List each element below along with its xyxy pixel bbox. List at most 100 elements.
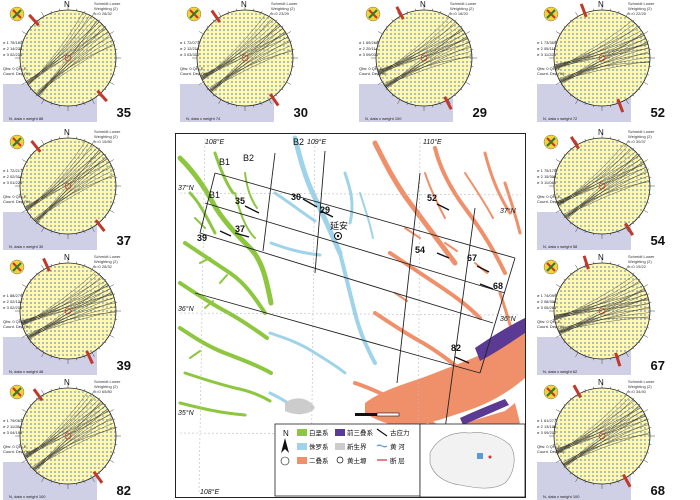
stress-arrow-icon	[32, 388, 44, 402]
sigma-1-row: σ 1 61/277	[537, 418, 557, 423]
projection-info: Schmidt Lower Weighting (2) n=0 15/80	[94, 129, 132, 144]
projection-title: Schmidt Lower	[450, 1, 477, 6]
north-label: N	[64, 0, 70, 9]
lon-label-108-top: 108°E	[205, 138, 224, 146]
count-label: Count. Dev (%)	[537, 71, 565, 76]
qfw-label: Qfw: 0 QR: E	[3, 444, 27, 449]
sigma-2-row: σ 2 12/218	[180, 46, 200, 51]
data-weight-label: N, data x weight 62	[543, 369, 578, 374]
site-number: 54	[650, 233, 665, 248]
data-weight-label: N, data x weight 100	[9, 494, 46, 499]
sigma-marker	[64, 432, 72, 440]
quality-info: Qfw: 0 QR: E Count. Dev (%)	[537, 66, 564, 76]
site-label-54: 54	[415, 245, 425, 255]
stress-marker-30	[302, 198, 318, 208]
projection-info: Schmidt Lower Weighting (2) n=0 34/40	[628, 379, 666, 394]
count-label: Count. Dev (%)	[3, 71, 31, 76]
site-number: 35	[116, 105, 131, 120]
count-label: Count. Dev (%)	[537, 199, 565, 204]
sigma-legend: σ 1 75/180 σ 2 14/233 σ 3 02/213	[3, 40, 33, 58]
lon-label-108-bottom: 108°E	[200, 488, 219, 496]
sigma-2-row: σ 2 08/309	[537, 299, 557, 304]
stress-arrow-icon	[569, 136, 580, 150]
site-label-29: 29	[320, 205, 330, 215]
stereonet-panel-37: N Schmidt Lower Weighting (2) n=0 15/80 …	[1, 128, 134, 250]
lon-label-110: 110°E	[423, 138, 442, 146]
sigma-legend: σ 1 72/073 σ 2 12/218 σ 3 03/310	[180, 40, 210, 58]
lat-label-37-left: 37°N	[178, 184, 195, 192]
site-label-39: 39	[197, 233, 207, 243]
projection-title: Schmidt Lower	[628, 379, 655, 384]
sigma-2-row: σ 2 14/233	[3, 46, 23, 51]
stress-arrow-icon	[443, 96, 453, 110]
stereonet-diagram	[543, 383, 655, 489]
site-number: 68	[650, 483, 665, 498]
stereonet-diagram	[543, 255, 655, 367]
sigma-3-row: σ 3 09/030	[359, 52, 379, 57]
sigma-marker	[64, 182, 72, 190]
site-label-30: 30	[291, 192, 301, 202]
cross-icon	[9, 134, 25, 150]
quality-info: Qfw: 0 QR: E Count. Dev (%)	[359, 66, 386, 76]
site-number: 67	[650, 358, 665, 373]
sigma-2-row: σ 2 05/115	[537, 46, 556, 51]
stereonet-diagram	[543, 3, 655, 113]
sigma-legend: σ 1 73/359 σ 2 05/115 σ 3 11/223	[537, 40, 567, 58]
quality-info: Qfw: 0 QR: E Count. Dev (%)	[3, 194, 30, 204]
sigma-1-row: σ 1 75/175	[537, 168, 557, 173]
neogene-patch	[285, 398, 315, 415]
weighting-label: Weighting (2)	[450, 6, 474, 11]
quality-info: Qfw: 0 QR: E Count. Dev (%)	[180, 66, 207, 76]
map-legend: N 白垩系 侏罗系 二叠系 前三叠系 新生界 黄土塬 古应力 黄 河 断 层	[274, 423, 421, 497]
sigma-marker	[598, 432, 606, 440]
data-weight-label: N, data x weight 100	[543, 494, 580, 499]
stress-arrow-icon	[96, 89, 108, 103]
projection-info: Schmidt Lower Weighting (2) n=0 30/37	[628, 129, 666, 144]
sigma-1-row: σ 1 69/268	[359, 40, 379, 45]
stress-arrow-icon	[210, 9, 221, 23]
cross-icon	[186, 6, 202, 22]
data-weight-label: N, data x weight 88	[9, 116, 44, 121]
sigma-legend: σ 1 61/277 σ 2 13/100 σ 3 09/217	[537, 418, 567, 436]
projection-info: Schmidt Lower Weighting (2) n=0 28/32	[94, 1, 132, 16]
count-label: Count. Dev (%)	[3, 449, 31, 454]
count-label: Count. Dev (%)	[537, 324, 565, 329]
sample-count: n=0 18/20	[450, 11, 468, 16]
sigma-3-row: σ 3 11/223	[537, 52, 556, 57]
sigma-1-row: σ 1 72/073	[180, 40, 200, 45]
projection-title: Schmidt Lower	[94, 129, 121, 134]
site-label-52: 52	[427, 193, 437, 203]
legend-triassic: 二叠系	[309, 456, 329, 465]
sigma-legend: σ 1 72/217 σ 2 02/314 σ 3 01/224	[3, 168, 33, 186]
stereonet-diagram	[9, 383, 121, 489]
projection-info: Schmidt Lower Weighting (2) n=0 23/29	[271, 1, 309, 16]
sigma-legend: σ 1 75/175 σ 2 15/309 σ 3 11/043	[537, 168, 567, 186]
stress-arrow-icon	[622, 473, 632, 488]
legend-jurassic: 侏罗系	[309, 442, 329, 451]
sample-count: n=0 28/32	[94, 264, 112, 269]
sample-count: n=0 22/25	[628, 11, 646, 16]
sigma-2-row: σ 2 13/100	[537, 424, 557, 429]
sigma-3-row: σ 3 04/194	[3, 430, 23, 435]
city-label: 延安	[330, 220, 348, 231]
projection-title: Schmidt Lower	[271, 1, 298, 6]
projection-info: Schmidt Lower Weighting (2) n=0 22/25	[628, 1, 666, 16]
qfw-label: Qfw: 0 QR: E	[537, 444, 561, 449]
stereonet-panel-82: N Schmidt Lower Weighting (2) n=0 65/80 …	[1, 378, 134, 500]
weighting-label: Weighting (2)	[628, 259, 652, 264]
data-weight-label: N, data x weight 100	[365, 116, 402, 121]
site-number: 52	[650, 105, 665, 120]
north-label: N	[64, 128, 70, 137]
weighting-label: Weighting (2)	[94, 134, 118, 139]
projection-title: Schmidt Lower	[94, 1, 121, 6]
sigma-marker	[598, 182, 606, 190]
weighting-label: Weighting (2)	[271, 6, 295, 11]
sigma-2-row: σ 2 15/309	[537, 174, 557, 179]
stereonet-panel-67: N Schmidt Lower Weighting (2) n=0 19/22 …	[535, 253, 668, 375]
section-label-b1-left: B1	[209, 190, 220, 200]
sigma-3-row: σ 3 02/213	[3, 52, 23, 57]
north-label: N	[420, 0, 426, 9]
triassic-drainage	[353, 140, 522, 435]
qfw-label: Qfw: 0 QR: E	[180, 66, 204, 71]
stress-arrow-icon	[269, 93, 280, 107]
